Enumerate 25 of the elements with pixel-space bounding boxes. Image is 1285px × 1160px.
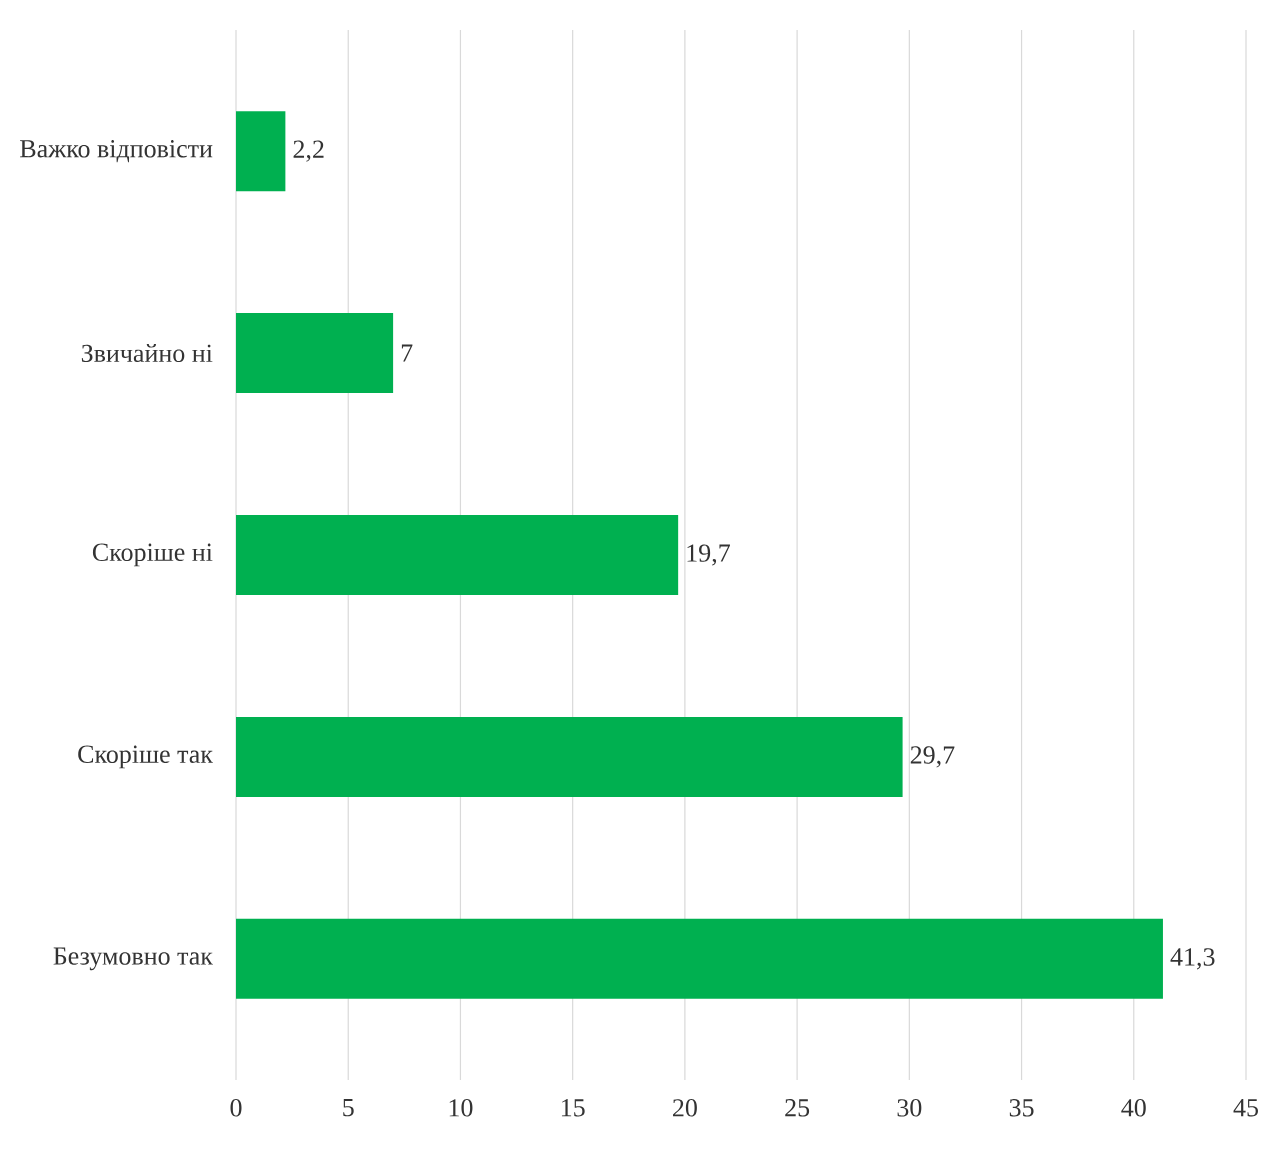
y-tick-label: Скоріше ні — [92, 543, 213, 567]
x-tick-label: 45 — [1233, 1099, 1258, 1117]
data-label: 29,7 — [910, 746, 955, 768]
y-tick-label: Звичайно ні — [81, 344, 213, 363]
bar — [236, 313, 394, 394]
bar — [236, 716, 903, 797]
y-tick-label: Безумовно так — [53, 947, 213, 971]
x-tick-label: 10 — [449, 1099, 473, 1117]
x-tick-label: 40 — [1121, 1099, 1146, 1117]
x-tick-label: 25 — [785, 1099, 810, 1117]
data-label: 7 — [401, 344, 413, 362]
x-tick-label: 0 — [230, 1099, 242, 1117]
y-tick-label: Важко відповісти — [20, 140, 213, 163]
data-label: 19,7 — [687, 544, 730, 566]
x-tick-label: 5 — [343, 1099, 354, 1117]
bar — [236, 918, 1163, 999]
x-tick-label: 35 — [1009, 1099, 1034, 1117]
x-tick-label: 30 — [897, 1099, 922, 1117]
x-tick-label: 20 — [673, 1099, 697, 1117]
bar — [236, 111, 286, 192]
data-label: 2,2 — [293, 140, 324, 162]
data-label: 41,3 — [1170, 948, 1215, 970]
x-tick-label: 15 — [561, 1099, 585, 1117]
y-tick-label: Скоріше так — [78, 745, 213, 769]
bar — [236, 515, 679, 595]
